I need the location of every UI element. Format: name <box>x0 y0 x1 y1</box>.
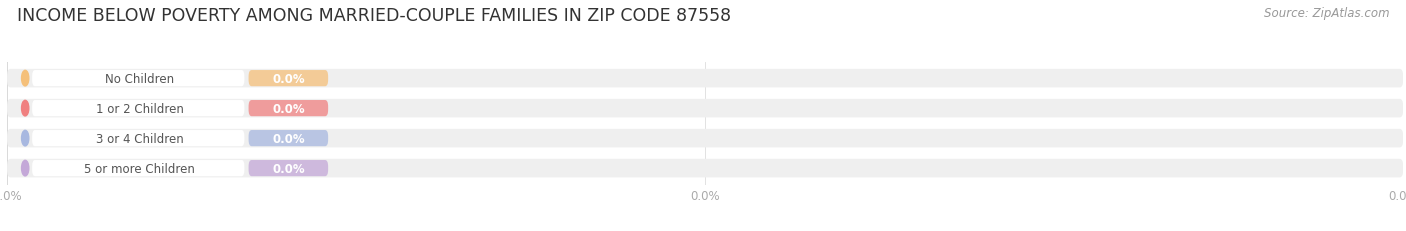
Circle shape <box>21 161 28 176</box>
Text: Source: ZipAtlas.com: Source: ZipAtlas.com <box>1264 7 1389 20</box>
Text: INCOME BELOW POVERTY AMONG MARRIED-COUPLE FAMILIES IN ZIP CODE 87558: INCOME BELOW POVERTY AMONG MARRIED-COUPL… <box>17 7 731 25</box>
Circle shape <box>21 131 28 146</box>
FancyBboxPatch shape <box>7 129 1403 148</box>
FancyBboxPatch shape <box>32 160 245 176</box>
FancyBboxPatch shape <box>32 131 245 147</box>
FancyBboxPatch shape <box>7 99 1403 118</box>
FancyBboxPatch shape <box>249 131 328 147</box>
Circle shape <box>21 101 28 116</box>
Text: 0.0%: 0.0% <box>271 102 305 115</box>
Text: 0.0%: 0.0% <box>271 132 305 145</box>
Text: 0.0%: 0.0% <box>271 162 305 175</box>
Text: 0.0%: 0.0% <box>271 72 305 85</box>
Circle shape <box>21 71 28 87</box>
FancyBboxPatch shape <box>7 159 1403 178</box>
Text: 1 or 2 Children: 1 or 2 Children <box>96 102 184 115</box>
FancyBboxPatch shape <box>249 71 328 87</box>
Text: 5 or more Children: 5 or more Children <box>84 162 195 175</box>
FancyBboxPatch shape <box>249 160 328 176</box>
Text: 3 or 4 Children: 3 or 4 Children <box>96 132 184 145</box>
FancyBboxPatch shape <box>32 100 245 117</box>
Text: No Children: No Children <box>105 72 174 85</box>
FancyBboxPatch shape <box>7 70 1403 88</box>
FancyBboxPatch shape <box>32 71 245 87</box>
FancyBboxPatch shape <box>249 100 328 117</box>
